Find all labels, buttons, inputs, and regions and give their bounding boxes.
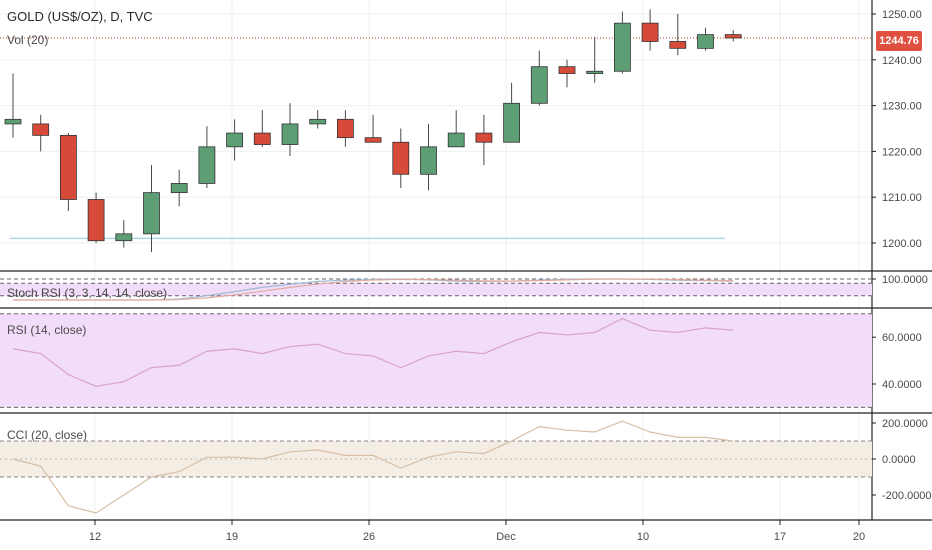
candle-body	[60, 134, 77, 200]
candle-body	[226, 132, 244, 148]
cci-tick-label: 0.0000	[882, 454, 916, 466]
rsi-band-fill	[0, 313, 872, 408]
time-tick-label: 19	[226, 531, 238, 543]
price-tick-label: 1210.00	[882, 192, 922, 204]
candle-body	[281, 123, 299, 145]
candle-body	[253, 132, 271, 145]
candle-body	[558, 66, 576, 74]
candle-body	[586, 70, 604, 74]
cci-tick-label: -200.0000	[882, 490, 932, 502]
rsi-line	[12, 317, 734, 387]
candle-body	[697, 34, 714, 49]
candle-body	[420, 146, 437, 175]
candle-body	[724, 34, 742, 39]
candle-body	[309, 118, 327, 125]
candle-body	[336, 118, 354, 139]
price-tick-label: 1230.00	[882, 101, 922, 113]
candle-body	[4, 118, 22, 125]
candle-body	[392, 141, 410, 175]
candle-body	[530, 66, 548, 104]
time-tick-label: 26	[363, 531, 375, 543]
candle-body	[447, 132, 465, 148]
cci-line	[12, 420, 734, 514]
price-tick-label: 1200.00	[882, 238, 922, 250]
volume-label: Vol (20)	[7, 33, 49, 47]
candle-body	[669, 41, 687, 49]
candle-body	[503, 102, 521, 143]
candle-body	[614, 22, 631, 72]
price-tick-label: 1240.00	[882, 55, 922, 67]
time-tick-label: Dec	[496, 531, 516, 543]
candle-body	[475, 132, 493, 143]
last-price-badge: 1244.76	[876, 31, 922, 51]
candle-body	[32, 123, 50, 136]
candle-body	[87, 199, 105, 242]
stoch-rsi-title: Stoch RSI (3, 3, 14, 14, close)	[7, 286, 168, 300]
stoch-tick-label: 100.0000	[882, 274, 928, 286]
candle-body	[364, 137, 382, 143]
price-tick-label: 1250.00	[882, 9, 922, 21]
price-tick-label: 1220.00	[882, 146, 922, 158]
candle-body	[641, 22, 659, 42]
time-tick-label: 12	[89, 531, 101, 543]
candle-body	[115, 233, 133, 242]
rsi-title: RSI (14, close)	[7, 323, 87, 337]
time-tick-label: 17	[774, 531, 786, 543]
rsi-tick-label: 40.0000	[882, 379, 922, 391]
candle-body	[143, 192, 160, 235]
chart-title: GOLD (US$/OZ), D, TVC	[7, 9, 153, 24]
time-tick-label: 10	[637, 531, 649, 543]
cci-tick-label: 200.0000	[882, 418, 928, 430]
candle-body	[170, 183, 188, 194]
time-tick-label: 20	[853, 531, 865, 543]
stoch-d-line	[13, 278, 734, 301]
stoch-band-fill	[0, 283, 872, 296]
rsi-tick-label: 60.0000	[882, 332, 922, 344]
candle-body	[198, 146, 216, 184]
cci-title: CCI (20, close)	[7, 428, 88, 442]
